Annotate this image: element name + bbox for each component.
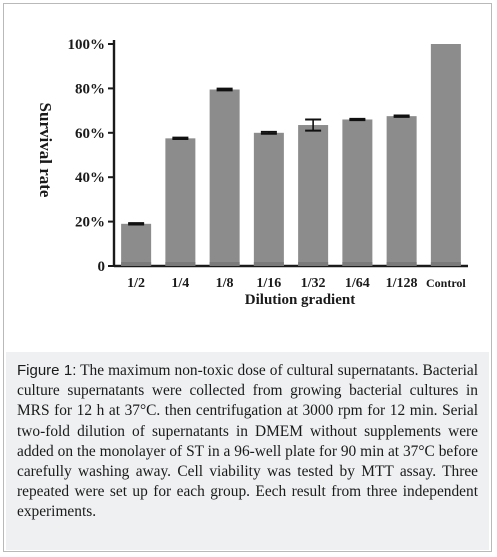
x-tick-label: 1/64 [345,276,370,291]
figure-caption: Figure 1: The maximum non-toxic dose of … [6,352,489,550]
caption-text: The maximum non-toxic dose of cultural s… [17,362,478,521]
error-bars [128,87,410,226]
y-tick-label: 0 [98,259,106,275]
bar-base [165,262,196,266]
y-tick-label: 80% [75,81,105,97]
bar-base [298,262,329,266]
bar [298,125,329,266]
y-tick-label: 100% [68,37,106,53]
x-axis-title: Dilution gradient [245,292,355,308]
y-axis: 0 20% 40% 60% 80% 100% [68,37,116,275]
bar [209,89,240,266]
bar [430,44,461,266]
bar [253,132,284,266]
bar-base [253,262,284,266]
bar-base [121,262,152,266]
bars [121,44,461,267]
bar-base [430,262,461,266]
y-tick-label: 20% [75,215,105,231]
caption-label: Figure 1: [17,362,77,379]
y-axis-title: Survival rate [36,103,55,198]
bar [386,116,417,267]
x-tick-label: 1/2 [127,276,145,291]
x-tick-label: 1/128 [386,276,418,291]
x-tick-label: 1/4 [171,276,189,291]
x-tick-label: 1/16 [256,276,281,291]
y-tick-label: 60% [75,126,105,142]
bar-base [386,262,417,266]
x-tick-label: Control [426,276,466,290]
x-tick-label: 1/32 [301,276,326,291]
x-tick-label: 1/8 [216,276,234,291]
x-axis: 1/2 1/4 1/8 1/16 1/32 1/64 1/128 Control [114,264,468,291]
bar [121,223,152,266]
bar-base [342,262,373,266]
bar [165,138,196,266]
y-tick-label: 40% [75,170,105,186]
bar [342,119,373,266]
bar-base [209,262,240,266]
bar-chart: 020%40%60%80%100% 1/2 1/4 1/8 1/16 1/32 1/64 1… [36,37,468,308]
